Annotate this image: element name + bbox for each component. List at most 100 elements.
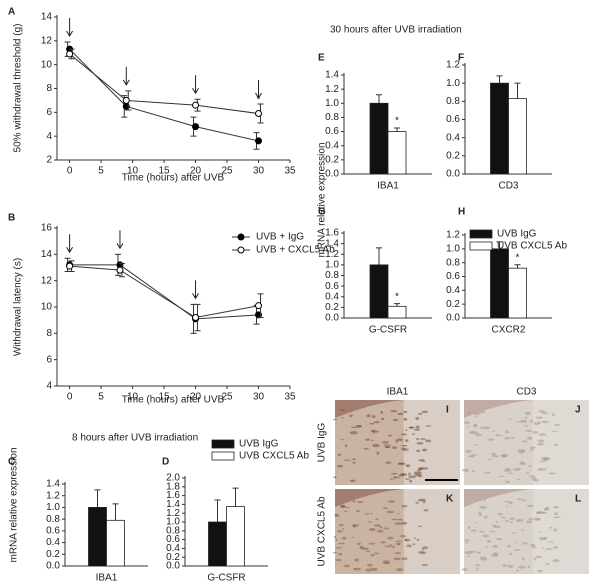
texture — [390, 478, 394, 480]
texture — [465, 449, 472, 453]
texture — [423, 508, 429, 512]
y-tick-label: 0.2 — [325, 154, 339, 165]
data-point — [122, 96, 130, 104]
texture — [498, 475, 506, 477]
y-tick-label: 1.8 — [166, 481, 180, 492]
texture — [369, 422, 375, 425]
epidermis — [335, 400, 405, 418]
y-tick-label: 0.8 — [166, 525, 180, 536]
texture — [403, 410, 408, 414]
y-tick-label: 1.4 — [166, 499, 180, 510]
texture — [474, 415, 477, 418]
panel-letter: A — [8, 7, 15, 18]
texture — [402, 448, 409, 451]
y-tick-label: 0.6 — [166, 534, 180, 545]
bar — [508, 98, 527, 175]
column-label: CD3 — [516, 387, 536, 398]
texture — [364, 513, 370, 515]
texture — [469, 431, 475, 434]
arrow — [66, 18, 74, 37]
texture — [548, 472, 557, 475]
texture — [479, 556, 487, 559]
texture — [404, 478, 410, 480]
legend-swatch — [469, 229, 493, 239]
error-bar — [394, 127, 400, 132]
texture — [341, 417, 344, 419]
data-point — [192, 314, 200, 322]
y-tick-label: 1.0 — [446, 78, 460, 89]
texture — [525, 520, 533, 524]
y-tick-label: 10 — [41, 59, 53, 70]
texture — [461, 568, 468, 571]
texture — [380, 541, 387, 544]
bar — [387, 305, 407, 319]
texture — [516, 478, 521, 481]
texture — [554, 443, 559, 446]
y-tick-label: 0.8 — [446, 96, 460, 107]
texture — [504, 467, 512, 471]
texture — [366, 563, 373, 567]
texture — [340, 439, 344, 441]
texture — [393, 475, 396, 479]
texture — [408, 475, 416, 479]
texture — [387, 500, 396, 503]
texture — [545, 563, 550, 566]
error-bar — [214, 499, 221, 522]
y-tick-label: 8 — [46, 83, 52, 94]
texture — [365, 550, 371, 553]
texture — [394, 476, 400, 479]
background-band — [532, 489, 589, 574]
significance-mark: * — [395, 291, 399, 302]
y-tick-label: 0.0 — [325, 169, 339, 180]
texture — [476, 567, 479, 571]
data-point — [116, 266, 124, 274]
texture — [401, 557, 408, 561]
y-tick-label: 1.2 — [46, 490, 60, 501]
texture — [531, 477, 537, 480]
texture — [418, 413, 423, 415]
texture — [382, 560, 391, 564]
texture — [371, 439, 374, 442]
row-label: UVB IgG — [317, 423, 328, 463]
x-tick-label: CXCR2 — [492, 325, 526, 336]
texture — [339, 409, 345, 411]
texture — [526, 472, 530, 474]
texture — [473, 529, 477, 531]
y-tick-label: 1.0 — [325, 98, 339, 109]
texture — [512, 468, 518, 471]
y-tick-label: 0.8 — [446, 257, 460, 268]
y-tick-label: 16 — [41, 223, 53, 234]
texture — [478, 512, 482, 516]
epidermis — [464, 489, 534, 507]
texture — [384, 446, 391, 448]
texture — [515, 421, 520, 423]
x-tick-label: IBA1 — [377, 181, 399, 192]
legend-label: UVB CXCL5 Ab — [239, 451, 309, 462]
texture — [380, 410, 384, 414]
texture — [343, 564, 350, 568]
y-axis-label: mRNA relative expression — [317, 142, 328, 257]
texture — [467, 455, 473, 458]
texture — [503, 500, 510, 503]
texture — [543, 507, 549, 511]
y-tick-label: 1.0 — [46, 502, 60, 513]
arrow — [192, 75, 199, 95]
texture — [332, 419, 338, 421]
significance-mark: * — [257, 95, 261, 106]
texture — [386, 510, 394, 514]
panel-letter: D — [162, 457, 169, 468]
texture — [507, 564, 514, 568]
texture — [492, 545, 498, 548]
panel-letter: C — [8, 457, 15, 468]
texture — [419, 438, 427, 440]
texture — [491, 524, 497, 527]
x-tick-label: 10 — [127, 166, 139, 177]
texture — [370, 553, 375, 557]
panel-letter: J — [575, 405, 581, 416]
texture — [524, 542, 529, 545]
texture — [337, 453, 341, 456]
texture — [537, 439, 545, 443]
texture — [334, 546, 343, 549]
y-tick-label: 4 — [46, 131, 52, 142]
texture — [416, 442, 424, 445]
